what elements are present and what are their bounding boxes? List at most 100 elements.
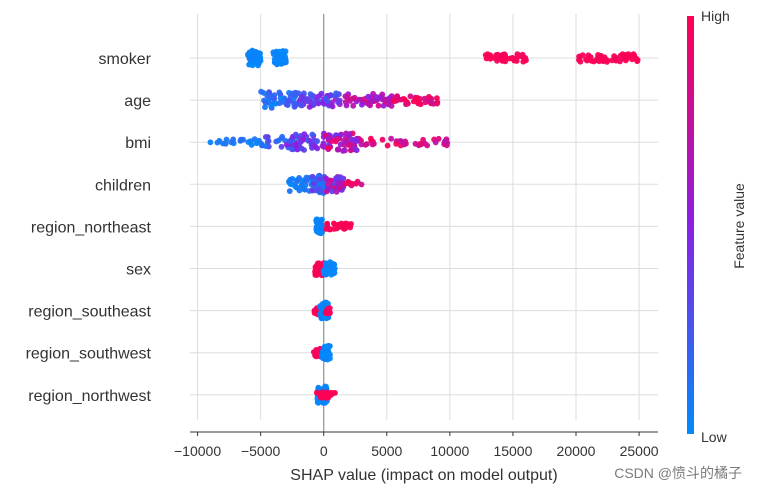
shap-point [324, 98, 331, 105]
shap-point [323, 343, 330, 350]
shap-point [513, 58, 520, 64]
shap-point [324, 394, 330, 400]
shap-point [629, 56, 635, 63]
shap-point [303, 178, 310, 184]
shap-point [487, 55, 494, 62]
shap-point [365, 93, 372, 100]
shap-point [292, 142, 299, 149]
shap-point [316, 260, 322, 267]
feature-label: children [95, 177, 151, 194]
shap-point [314, 138, 320, 145]
shap-point [335, 146, 342, 153]
feature-label: region_northwest [28, 388, 151, 405]
shap-point [318, 394, 325, 401]
shap-point [418, 141, 425, 148]
shap-point [328, 177, 334, 184]
shap-point [312, 264, 319, 270]
shap-point [263, 143, 269, 150]
shap-point [324, 389, 330, 396]
shap-point [336, 180, 343, 187]
shap-point [301, 186, 307, 193]
shap-point [321, 144, 327, 150]
shap-point [324, 225, 330, 232]
shap-point [595, 52, 601, 58]
shap-point [326, 310, 332, 317]
shap-point [494, 54, 501, 61]
shap-point [391, 98, 397, 104]
shap-point [310, 100, 317, 107]
x-tick-label: 15000 [493, 443, 532, 459]
colorbar-low-label: Low [701, 429, 728, 445]
shap-point [422, 99, 429, 106]
shap-point [258, 88, 264, 95]
shap-point [315, 187, 321, 194]
shap-point [576, 53, 582, 60]
shap-point [601, 54, 608, 61]
shap-point [238, 136, 244, 143]
shap-point [434, 99, 441, 106]
x-tick-label: 0 [320, 443, 328, 459]
shap-point [276, 89, 283, 96]
shap-point [500, 57, 506, 64]
colorbar-title: Feature value [731, 183, 747, 269]
shap-point [362, 141, 369, 148]
feature-label: bmi [125, 135, 151, 152]
shap-point [313, 389, 320, 396]
shap-point [604, 59, 610, 65]
shap-point [262, 104, 268, 111]
shap-point [296, 187, 303, 194]
shap-point [393, 93, 400, 100]
shap-point [330, 390, 337, 396]
shap-point [214, 139, 221, 146]
shap-point [286, 138, 293, 145]
shap-point [426, 93, 432, 100]
shap-point [326, 350, 332, 357]
x-tick-label: 25000 [620, 443, 659, 459]
shap-point [222, 140, 229, 147]
shap-point [323, 188, 330, 195]
shap-point [325, 135, 332, 142]
shap-point [337, 223, 344, 230]
shap-point [309, 187, 316, 194]
shap-point [384, 142, 391, 149]
shap-point [333, 188, 340, 195]
shap-point [358, 181, 365, 188]
shap-point [272, 59, 278, 66]
colorbar-high-label: High [701, 8, 730, 24]
shap-point [325, 145, 332, 152]
shap-point [416, 100, 423, 107]
shap-point [630, 51, 637, 57]
shap-point [333, 175, 339, 182]
shap-point [291, 91, 297, 98]
shap-point [315, 100, 322, 107]
x-tick-label: −10000 [174, 443, 221, 459]
x-axis: −10000 −5000 0 5000 10000 15000 20000 25000 [174, 431, 659, 459]
shap-point [509, 55, 516, 61]
feature-label: sex [126, 262, 151, 279]
shap-point [298, 94, 305, 100]
shap-point [520, 58, 527, 65]
shap-point [253, 140, 260, 147]
shap-point [325, 263, 332, 270]
shap-point [414, 95, 421, 101]
shap-point [346, 132, 352, 139]
shap-point [309, 131, 316, 138]
shap-point [268, 103, 274, 109]
shap-point [262, 134, 269, 140]
shap-point [254, 58, 260, 64]
shap-point [329, 188, 335, 195]
x-tick-label: 10000 [430, 443, 469, 459]
shap-point [248, 56, 255, 63]
shap-point [344, 93, 351, 100]
shap-point [282, 57, 289, 63]
shap-point [405, 100, 411, 107]
shap-point [230, 136, 237, 143]
shap-point [292, 102, 299, 109]
shap-point [337, 175, 343, 181]
shap-point [319, 352, 326, 358]
shap-point [624, 55, 631, 61]
shap-point [427, 98, 434, 105]
feature-label: region_northeast [31, 219, 152, 236]
shap-point [368, 135, 374, 142]
